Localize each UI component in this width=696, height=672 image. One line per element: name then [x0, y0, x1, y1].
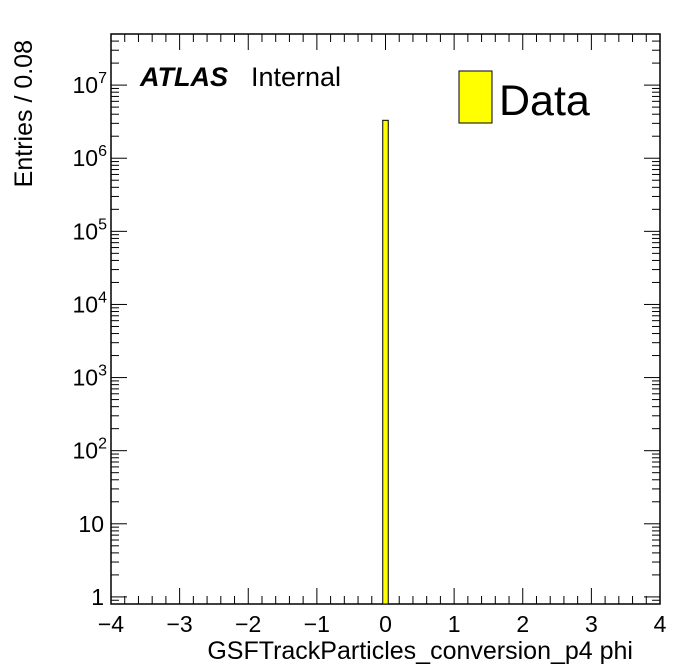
y-tick-label: 1	[91, 584, 104, 610]
x-axis-label: GSFTrackParticles_conversion_p4 phi	[207, 637, 633, 665]
histogram-bar	[382, 119, 389, 605]
x-tick-label: 3	[585, 611, 598, 637]
minor-tick-group	[111, 33, 660, 605]
y-tick-label: 107	[73, 70, 108, 98]
x-tick-label: 1	[448, 611, 461, 637]
legend-swatch-data	[458, 70, 493, 124]
x-tick-label: −2	[235, 611, 261, 637]
x-tick-label: 2	[516, 611, 529, 637]
x-tick-labels: −4 −3 −2 −1 0 1 2 3 4	[98, 611, 667, 637]
y-tick-label: 106	[73, 143, 108, 171]
y-tick-label: 103	[73, 363, 108, 391]
y-tick-label: 104	[73, 289, 108, 317]
data-bars	[382, 119, 389, 605]
y-tick-labels: 1 10 102 103 104 105 106 107	[73, 70, 108, 610]
legend-label-data: Data	[499, 77, 590, 125]
atlas-label: ATLAS	[139, 62, 228, 92]
x-tick-label: −1	[304, 611, 330, 637]
x-tick-label: −4	[98, 611, 124, 637]
y-tick-label: 102	[73, 436, 108, 464]
x-tick-label: 0	[379, 611, 392, 637]
x-tick-label: 4	[654, 611, 667, 637]
x-tick-label: −3	[167, 611, 193, 637]
internal-label: Internal	[251, 62, 341, 92]
y-tick-label: 105	[73, 216, 108, 244]
y-tick-label: 10	[78, 511, 104, 537]
y-axis-label: Entries / 0.08	[10, 40, 38, 187]
